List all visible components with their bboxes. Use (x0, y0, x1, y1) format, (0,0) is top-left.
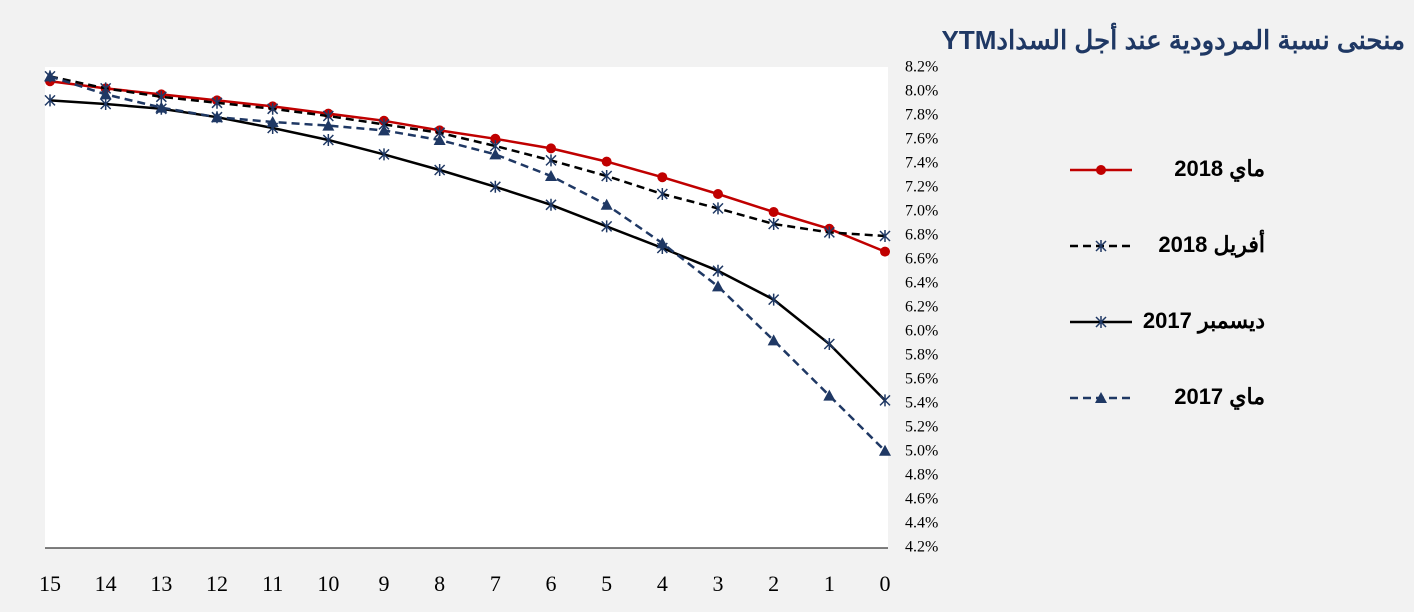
legend-label: ديسمبر 2017 (1143, 308, 1265, 334)
marker (656, 237, 669, 249)
marker (378, 148, 390, 161)
x-tick-label: 7 (490, 571, 501, 596)
marker (768, 207, 779, 217)
marker (768, 293, 780, 306)
x-tick-label: 12 (206, 571, 228, 596)
series-line (49, 75, 886, 238)
marker (879, 394, 891, 407)
x-tick-label: 5 (601, 571, 612, 596)
marker (879, 444, 891, 456)
marker (211, 96, 223, 109)
y-tick-label: 4.8% (905, 467, 938, 484)
marker (267, 102, 279, 115)
marker (712, 202, 724, 215)
marker (490, 133, 501, 144)
marker (767, 334, 780, 346)
marker (211, 111, 223, 123)
y-tick-label: 6.8% (905, 227, 938, 244)
x-tick-label: 2 (768, 571, 779, 596)
y-tick-label: 6.2% (905, 299, 938, 316)
marker (99, 88, 112, 100)
legend-label: ماي 2018 (1174, 156, 1265, 182)
x-tick-label: 0 (880, 571, 891, 596)
marker (880, 246, 890, 257)
x-tick-label: 4 (657, 571, 668, 596)
x-tick-label: 14 (95, 571, 117, 596)
x-tick-label: 11 (262, 571, 283, 596)
marker (489, 148, 502, 160)
marker (546, 143, 556, 154)
marker (823, 389, 836, 401)
marker (489, 180, 501, 193)
y-tick-label: 6.4% (905, 275, 938, 292)
legend-marker (1095, 240, 1107, 252)
marker (44, 70, 56, 82)
marker (601, 170, 613, 182)
y-tick-label: 7.6% (905, 131, 938, 148)
marker (322, 119, 335, 131)
legend-marker (1096, 165, 1106, 175)
x-tick-label: 15 (39, 571, 61, 596)
marker (155, 90, 167, 103)
y-tick-label: 4.6% (905, 491, 938, 508)
marker (712, 264, 724, 277)
marker (266, 116, 279, 127)
marker (823, 226, 835, 239)
x-tick-label: 8 (434, 571, 445, 596)
chart-title: منحنى نسبة المردودية عند أجل السدادYTM (942, 22, 1406, 56)
legend-label: أفريل 2018 (1158, 229, 1265, 258)
marker (601, 220, 613, 233)
y-tick-label: 7.0% (905, 203, 938, 220)
y-tick-label: 5.0% (905, 443, 938, 460)
legend-marker (1095, 392, 1107, 403)
y-tick-label: 8.2% (905, 59, 938, 76)
y-tick-label: 5.2% (905, 419, 938, 436)
x-tick-label: 13 (150, 571, 172, 596)
y-tick-label: 7.8% (905, 107, 938, 124)
x-tick-label: 10 (317, 571, 339, 596)
y-tick-label: 4.2% (905, 539, 938, 556)
y-tick-label: 8.0% (905, 83, 938, 100)
marker (433, 134, 446, 145)
y-tick-label: 6.0% (905, 323, 938, 340)
marker (378, 124, 390, 136)
marker (545, 170, 557, 181)
marker (155, 101, 168, 113)
legend-label: ماي 2017 (1174, 384, 1265, 410)
marker (322, 134, 334, 146)
y-tick-label: 7.2% (905, 179, 938, 196)
marker (656, 188, 668, 200)
marker (100, 98, 112, 110)
x-tick-label: 3 (713, 571, 724, 596)
marker (768, 218, 780, 230)
marker (713, 189, 723, 199)
y-tick-label: 5.8% (905, 347, 938, 364)
marker (657, 172, 668, 183)
marker (44, 94, 56, 107)
marker (879, 230, 891, 242)
marker (545, 198, 557, 211)
marker (823, 338, 835, 350)
legend-marker (1095, 316, 1107, 328)
y-tick-label: 7.4% (905, 155, 938, 172)
marker (600, 198, 613, 210)
y-tick-label: 5.6% (905, 371, 938, 388)
marker (545, 154, 557, 167)
x-tick-label: 1 (824, 571, 835, 596)
series-line (49, 79, 886, 253)
y-tick-label: 6.6% (905, 251, 938, 268)
x-tick-label: 9 (379, 571, 390, 596)
marker (601, 156, 612, 167)
y-tick-label: 4.4% (905, 515, 938, 532)
marker (712, 280, 724, 292)
marker (434, 164, 446, 176)
x-tick-label: 6 (546, 571, 557, 596)
y-tick-label: 5.4% (905, 395, 938, 412)
series-line (49, 75, 886, 452)
